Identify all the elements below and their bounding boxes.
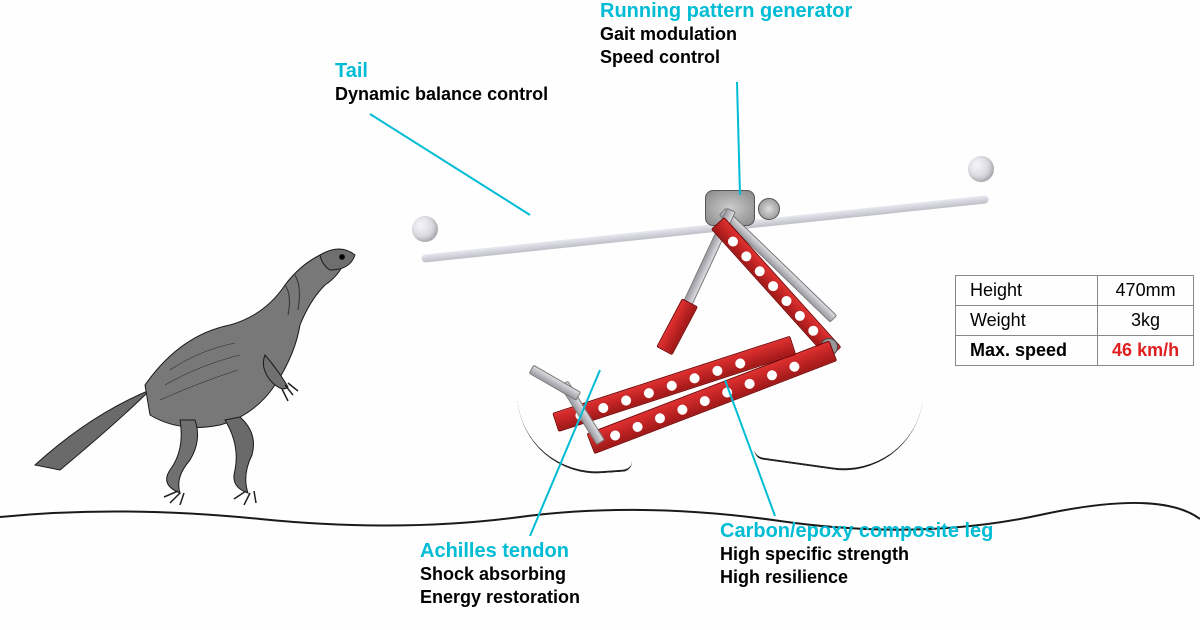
- label-rpg: Running pattern generator Gait modulatio…: [600, 0, 852, 70]
- raptor-illustration: [30, 215, 360, 505]
- label-achilles-title: Achilles tendon: [420, 540, 580, 563]
- spec-table: Height 470mm Weight 3kg Max. speed 46 km…: [955, 275, 1194, 366]
- thigh-bar-rear: [656, 298, 698, 355]
- foot-spring-rear: [517, 391, 632, 478]
- label-rpg-title: Running pattern generator: [600, 0, 852, 23]
- label-rpg-sub1: Gait modulation: [600, 23, 852, 46]
- label-achilles-sub1: Shock absorbing: [420, 563, 580, 586]
- spec-value-max: 46 km/h: [1098, 336, 1194, 366]
- foot-spring-front: [753, 349, 927, 480]
- spec-label: Max. speed: [956, 336, 1098, 366]
- table-row: Height 470mm: [956, 276, 1194, 306]
- thigh-bar: [711, 217, 841, 359]
- label-achilles-sub2: Energy restoration: [420, 586, 580, 609]
- balance-ball-right: [968, 156, 994, 182]
- label-tail-title: Tail: [335, 60, 548, 83]
- spec-label: Height: [956, 276, 1098, 306]
- label-leg: Carbon/epoxy composite leg High specific…: [720, 520, 993, 590]
- robot-leg-assembly: [460, 150, 960, 510]
- spec-label: Weight: [956, 306, 1098, 336]
- label-tail: Tail Dynamic balance control: [335, 60, 548, 106]
- pulley-icon: [758, 198, 780, 220]
- upper-strut: [719, 208, 837, 323]
- table-row: Weight 3kg: [956, 306, 1194, 336]
- label-leg-title: Carbon/epoxy composite leg: [720, 520, 993, 543]
- label-leg-sub1: High specific strength: [720, 543, 993, 566]
- label-leg-sub2: High resilience: [720, 566, 993, 589]
- table-row: Max. speed 46 km/h: [956, 336, 1194, 366]
- spec-value: 470mm: [1098, 276, 1194, 306]
- label-achilles: Achilles tendon Shock absorbing Energy r…: [420, 540, 580, 610]
- label-tail-sub1: Dynamic balance control: [335, 83, 548, 106]
- label-rpg-sub2: Speed control: [600, 46, 852, 69]
- balance-ball-left: [412, 216, 438, 242]
- spec-value: 3kg: [1098, 306, 1194, 336]
